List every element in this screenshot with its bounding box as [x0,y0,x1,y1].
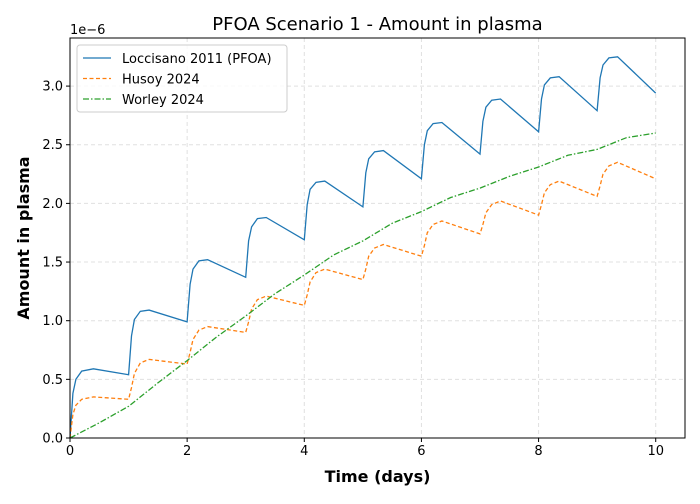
legend-label: Loccisano 2011 (PFOA) [122,52,272,67]
series-line-1 [69,56,657,439]
x-tick-label: 6 [417,444,425,459]
y-offset-label: 1e−6 [70,23,105,38]
x-tick-label: 8 [534,444,542,459]
plot-frame [69,37,686,439]
y-tick-label: 3.0 [42,80,63,95]
y-tick-label: 1.5 [42,256,63,271]
series-line-2 [69,161,656,439]
y-tick-label: 2.5 [42,138,63,153]
ticks: 0 2 4 6 8 10 0.0 0.5 1.0 1.5 2.0 2.5 3.0 [42,80,664,459]
y-axis-label: Amount in plasma [14,156,33,319]
legend-label: Husoy 2024 [122,73,200,88]
x-axis-label: Time (days) [325,467,431,486]
y-tick-label: 1.0 [42,314,63,329]
x-tick-label: 0 [66,444,74,459]
series-line-3 [69,132,656,439]
y-tick-label: 0.0 [42,432,63,447]
legend: Loccisano 2011 (PFOA) Husoy 2024 Worley 20… [76,44,288,113]
x-tick-label: 10 [647,444,664,459]
chart-title: PFOA Scenario 1 - Amount in plasma [212,14,542,35]
x-tick-label: 4 [300,444,308,459]
y-tick-label: 2.0 [42,197,63,212]
legend-label: Worley 2024 [122,93,204,108]
y-tick-label: 0.5 [42,373,63,388]
series-lines [69,56,657,439]
legend-box [76,44,288,113]
x-tick-label: 2 [183,444,191,459]
